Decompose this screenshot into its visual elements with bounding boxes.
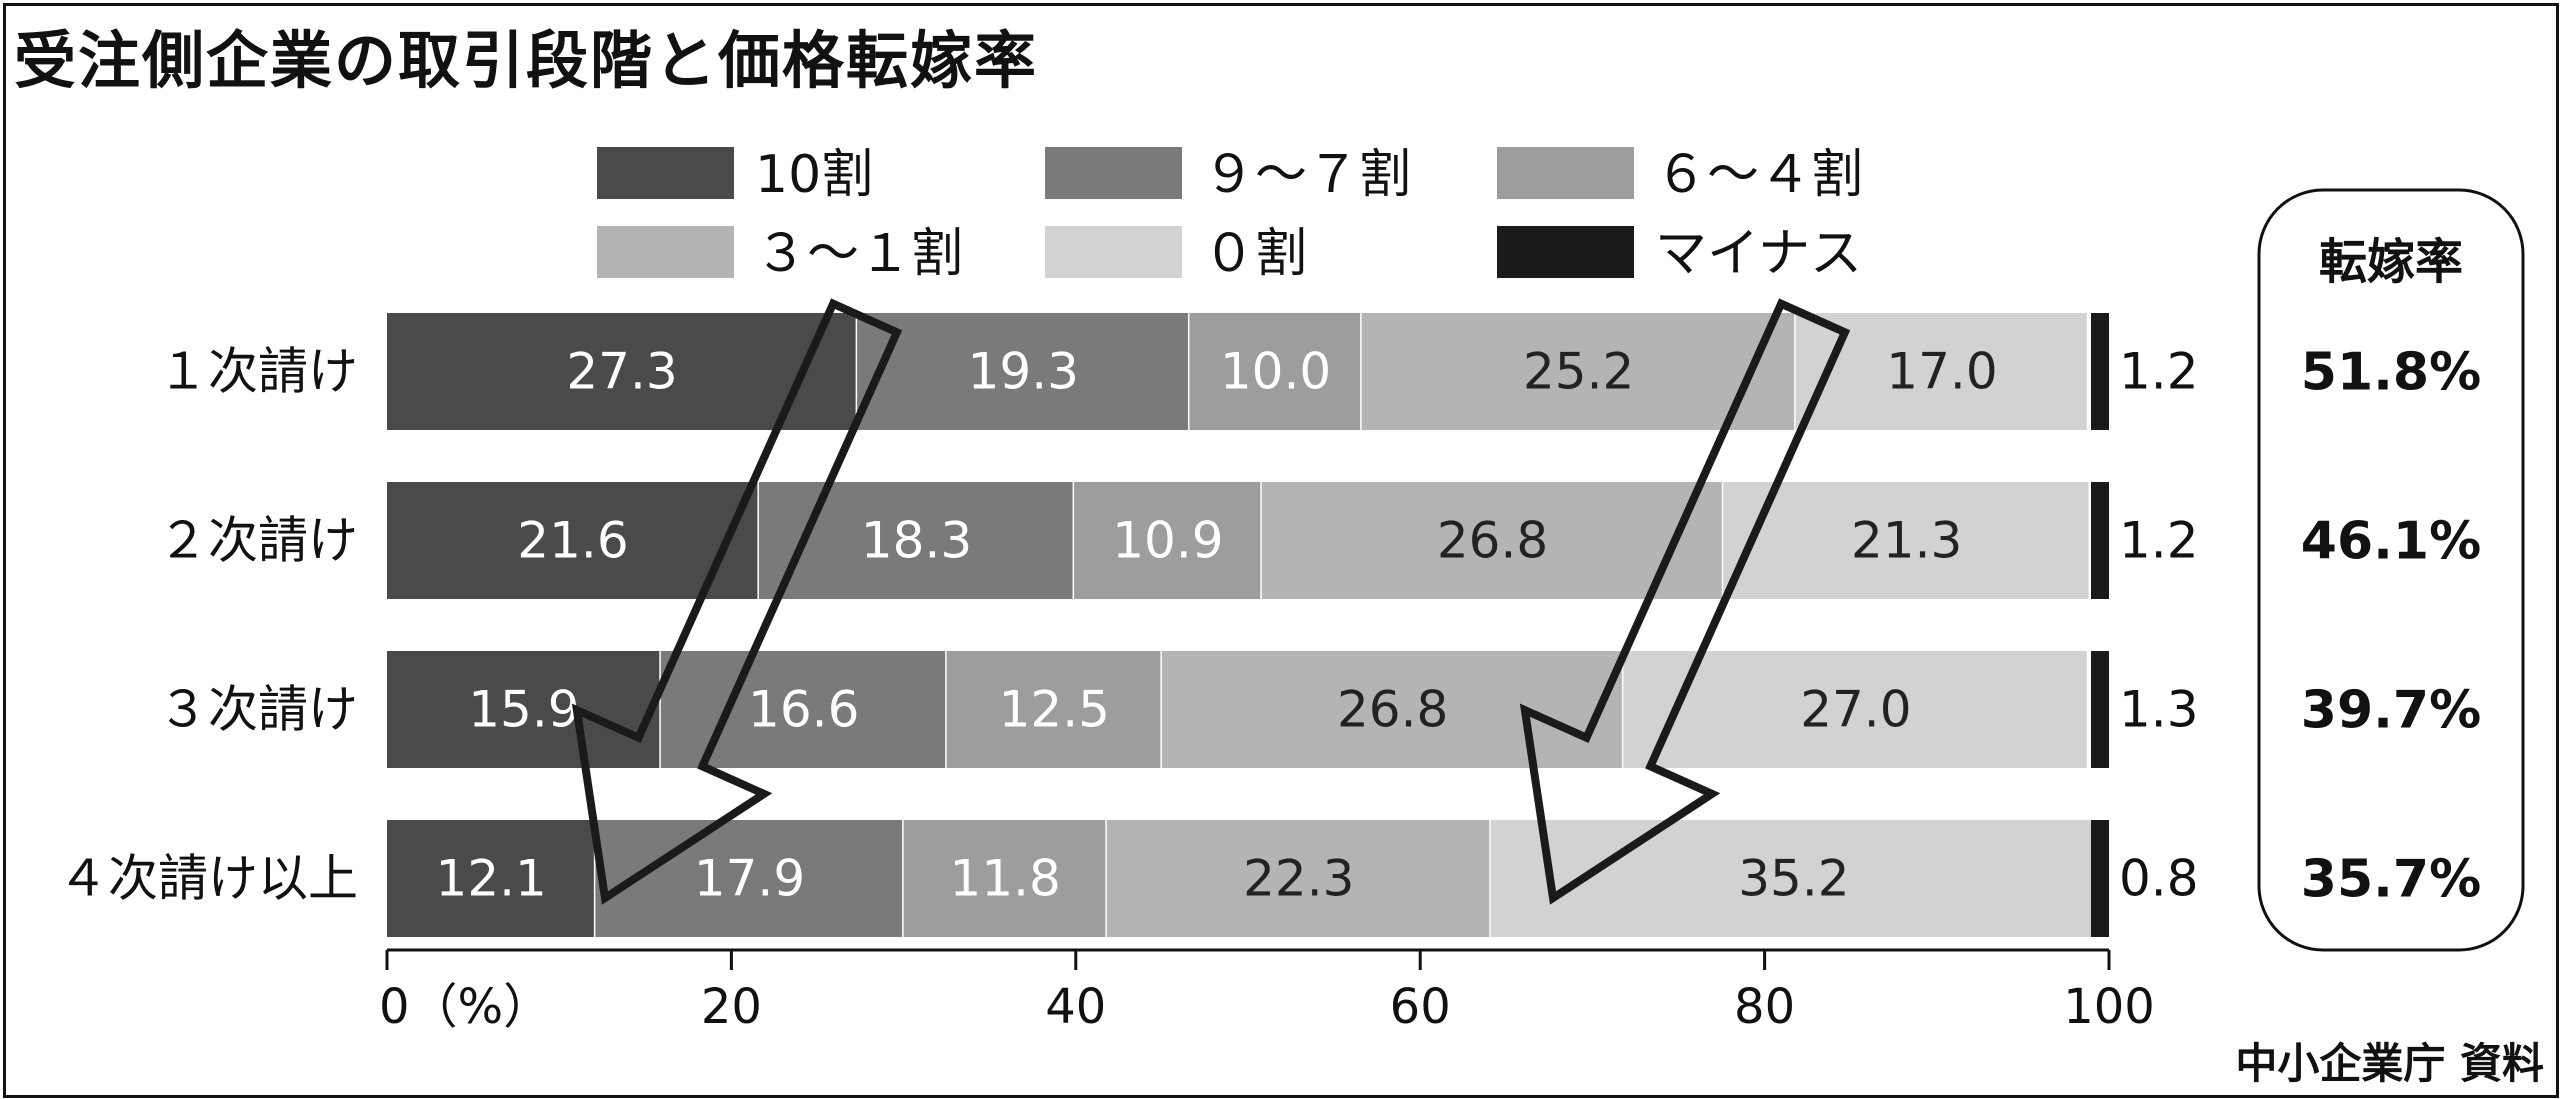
bar-segment (1189, 313, 1362, 430)
legend-item: ９～７割 (1045, 145, 1411, 205)
bar-segment (758, 482, 1075, 599)
bar-segment (1106, 820, 1491, 937)
legend-item: ６～４割 (1497, 145, 1863, 205)
tick-label: 100 (2063, 979, 2155, 1035)
data-label: 12.1 (436, 850, 547, 908)
legend-swatch (1497, 147, 1634, 199)
data-label: 0.8 (2119, 850, 2199, 908)
bar-segment (387, 482, 759, 599)
trend-arrow-right (1519, 298, 1851, 905)
bar-segment (857, 313, 1190, 430)
chart-title: 受注側企業の取引段階と価格転嫁率 (14, 24, 1039, 97)
source-note: 中小企業庁 資料 (2235, 1039, 2544, 1088)
data-label: 12.5 (999, 681, 1110, 739)
legend-label: ６～４割 (1655, 145, 1863, 205)
data-label: 1.2 (2119, 512, 2199, 570)
bar-segment (1623, 651, 2089, 768)
rate-value: 39.7% (2301, 681, 2481, 741)
row-label: ３次請け (158, 681, 358, 739)
legend-item: ０割 (1045, 224, 1307, 284)
rate-value: 35.7% (2301, 850, 2481, 910)
row-label: ２次請け (158, 512, 358, 570)
legend-label: ０割 (1203, 224, 1307, 284)
rate-value: 51.8% (2301, 343, 2481, 403)
data-label: 18.3 (861, 512, 972, 570)
bar-segment (903, 820, 1107, 937)
data-label: 25.2 (1523, 343, 1634, 401)
data-label: 21.3 (1851, 512, 1962, 570)
tick-label: 0（%） (379, 979, 551, 1035)
data-label: 10.0 (1220, 343, 1331, 401)
tick-label: 20 (701, 979, 762, 1035)
bar-segment (387, 651, 661, 768)
bar-segment (1490, 820, 2097, 937)
bar-row: １次請け 27.3 19.3 10.0 25.2 17.0 1.2 (158, 313, 2199, 430)
data-label: 27.3 (566, 343, 677, 401)
bar-row: ４次請け以上 12.1 17.9 11.8 22.3 35.2 0.8 (58, 820, 2199, 937)
legend-swatch (597, 147, 734, 199)
segment-divider (2086, 313, 2090, 430)
data-label: 35.2 (1738, 850, 1849, 908)
data-label: 17.0 (1886, 343, 1997, 401)
bar-segment (1723, 482, 2091, 599)
legend-item: ３～１割 (597, 224, 963, 284)
bar-segment (1261, 482, 1724, 599)
tick-label: 60 (1390, 979, 1451, 1035)
data-label: 26.8 (1337, 681, 1448, 739)
data-label: 15.9 (468, 681, 579, 739)
pass-through-rate-panel: 転嫁率 51.8% 46.1% 39.7% 35.7% (2257, 188, 2525, 952)
bar-row: ２次請け 21.6 18.3 10.9 26.8 21.3 1.2 (158, 482, 2199, 599)
chart-frame (3, 3, 2559, 1098)
legend-label: ３～１割 (755, 224, 963, 284)
data-label: 26.8 (1437, 512, 1548, 570)
segment-divider (2086, 651, 2090, 768)
legend-item: マイナス (1497, 224, 1862, 284)
bar-segment (2091, 482, 2109, 599)
data-label: 1.3 (2119, 681, 2199, 739)
legend-label: ９～７割 (1203, 145, 1411, 205)
legend-swatch (597, 226, 734, 278)
bar-segment (2091, 651, 2109, 768)
data-label: 19.3 (968, 343, 1079, 401)
bar-segment (946, 651, 1162, 768)
rate-panel-border (2257, 188, 2525, 952)
bar-segment (1361, 313, 1796, 430)
bar-segment (1161, 651, 1624, 768)
tick-label: 80 (1734, 979, 1795, 1035)
data-label: 1.2 (2119, 343, 2199, 401)
legend-label: 10割 (755, 145, 873, 205)
legend-label: マイナス (1655, 224, 1862, 284)
tick-label: 40 (1045, 979, 1106, 1035)
data-label: 17.9 (694, 850, 805, 908)
bar-segment (1074, 482, 1262, 599)
row-label: １次請け (158, 343, 358, 401)
bar-row: ３次請け 15.9 16.6 12.5 26.8 27.0 1.3 (158, 651, 2199, 768)
bar-segment (387, 820, 596, 937)
legend-swatch (1045, 147, 1182, 199)
row-label: ４次請け以上 (58, 850, 358, 908)
data-label: 21.6 (517, 512, 628, 570)
trend-arrow-left (571, 298, 903, 905)
data-label: 16.6 (748, 681, 859, 739)
segment-divider (2088, 482, 2092, 599)
rate-header: 転嫁率 (2319, 234, 2463, 290)
data-label: 10.9 (1112, 512, 1223, 570)
legend-swatch (1497, 226, 1634, 278)
data-label: 22.3 (1243, 850, 1354, 908)
bar-segment (2091, 313, 2109, 430)
trend-arrows (571, 298, 1851, 905)
bars: １次請け 27.3 19.3 10.0 25.2 17.0 1.2 ２次請け 21.6 18.3 1… (58, 313, 2199, 937)
data-label: 11.8 (950, 850, 1061, 908)
data-label: 27.0 (1800, 681, 1911, 739)
rate-value: 46.1% (2301, 512, 2481, 572)
bar-segment (595, 820, 904, 937)
bar-segment (387, 313, 858, 430)
x-axis: 0（%） 20 40 60 80 100 (379, 948, 2155, 1035)
legend-swatch (1045, 226, 1182, 278)
legend: 10割 ９～７割 ６～４割 ３～１割 ０割 マイナス (597, 145, 1863, 284)
legend-item: 10割 (597, 145, 873, 205)
bar-segment (2091, 820, 2109, 937)
